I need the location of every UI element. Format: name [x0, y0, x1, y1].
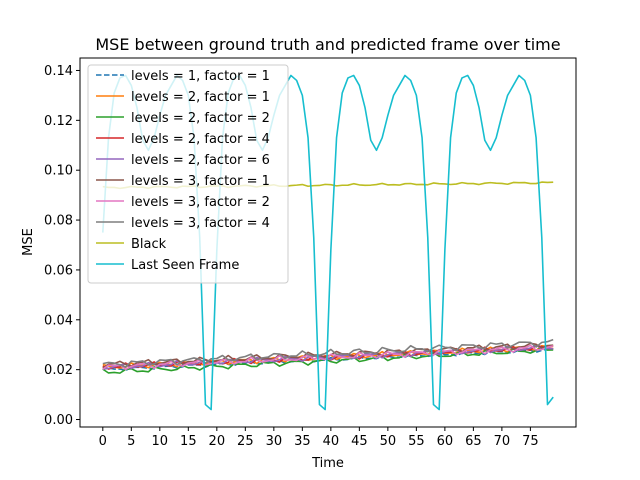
y-tick-label: 0.14: [44, 64, 73, 79]
x-tick-label: 0: [99, 434, 107, 449]
series-line: [102, 344, 554, 371]
legend-label: levels = 3, factor = 4: [131, 216, 270, 231]
legend-label: levels = 2, factor = 2: [131, 111, 270, 126]
legend-label: Last Seen Frame: [131, 258, 239, 273]
legend-label: levels = 3, factor = 2: [131, 195, 270, 210]
x-tick-label: 20: [209, 434, 226, 449]
x-tick-label: 30: [266, 434, 283, 449]
y-axis: 0.00 0.02 0.04 0.06 0.08 0.10 0.12 0.14: [44, 64, 80, 428]
legend-label: levels = 2, factor = 6: [131, 153, 270, 168]
legend-label: levels = 2, factor = 4: [131, 132, 270, 147]
x-tick-label: 10: [152, 434, 169, 449]
x-tick-label: 15: [180, 434, 197, 449]
y-tick-label: 0.00: [44, 413, 73, 428]
y-tick-label: 0.12: [44, 114, 73, 129]
x-tick-label: 50: [380, 434, 397, 449]
x-tick-label: 40: [323, 434, 340, 449]
series-line: [102, 346, 554, 374]
y-tick-label: 0.02: [44, 363, 73, 378]
legend-label: levels = 1, factor = 1: [131, 69, 270, 84]
x-axis: 0 5 10 15 20 25 30 35 40 45 50 55 60 65 70 75: [99, 427, 539, 449]
legend-box: [87, 64, 289, 284]
y-tick-label: 0.06: [44, 263, 73, 278]
y-tick-label: 0.04: [44, 313, 73, 328]
x-tick-label: 25: [237, 434, 254, 449]
chart-title: MSE between ground truth and predicted f…: [95, 35, 560, 54]
legend-label: levels = 3, factor = 1: [131, 174, 270, 189]
x-tick-label: 60: [437, 434, 454, 449]
x-axis-label: Time: [311, 456, 344, 471]
y-axis-label: MSE: [21, 228, 36, 256]
x-tick-label: 55: [408, 434, 425, 449]
y-tick-label: 0.10: [44, 164, 73, 179]
x-tick-label: 75: [522, 434, 539, 449]
x-tick-label: 45: [351, 434, 368, 449]
legend-label: Black: [131, 237, 167, 252]
legend-label: levels = 2, factor = 1: [131, 90, 270, 105]
legend: levels = 1, factor = 1 levels = 2, factor…: [87, 64, 289, 284]
y-tick-label: 0.08: [44, 214, 73, 229]
x-tick-label: 70: [494, 434, 511, 449]
x-tick-label: 35: [294, 434, 311, 449]
x-tick-label: 65: [465, 434, 482, 449]
plot-frame: [79, 57, 577, 428]
x-tick-label: 5: [127, 434, 135, 449]
